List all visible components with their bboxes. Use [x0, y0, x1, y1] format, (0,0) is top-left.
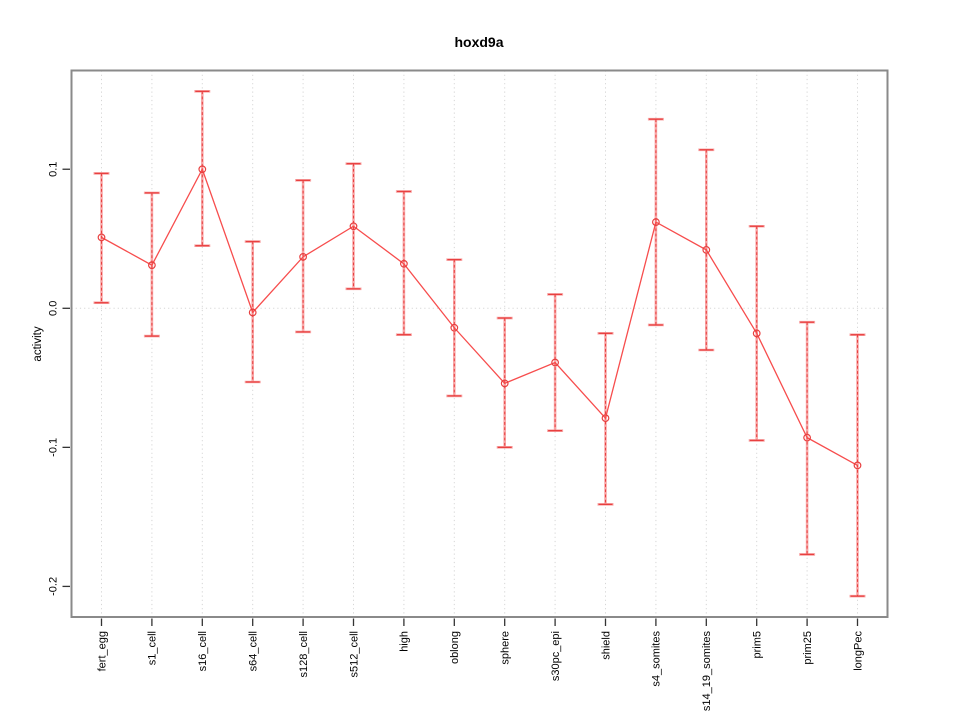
data-point	[299, 252, 308, 261]
data-point	[147, 261, 156, 270]
x-tick-label: s4_somites	[651, 631, 663, 687]
x-tick-label: high	[399, 631, 411, 652]
data-point	[349, 222, 358, 231]
x-tick-label: shield	[600, 631, 612, 660]
x-tick-label: oblong	[449, 631, 461, 664]
x-tick-label: fert_egg	[96, 631, 108, 671]
x-tick-label: s512_cell	[348, 631, 360, 677]
plot-box	[70, 69, 889, 618]
data-point	[97, 233, 106, 242]
x-tick-label: prim5	[752, 631, 764, 659]
x-tick-label: s30pc_epi	[550, 631, 562, 681]
data-point	[601, 414, 610, 423]
data-point	[853, 461, 862, 470]
x-tick-label: s16_cell	[197, 631, 209, 671]
x-tick-label: s128_cell	[298, 631, 310, 677]
data-point	[198, 165, 207, 174]
x-tick-label: s14_19_somites	[701, 631, 713, 712]
y-tick-label: 0.1	[47, 162, 59, 177]
data-point	[652, 218, 660, 226]
data-point	[248, 308, 257, 317]
series-line	[101, 167, 858, 466]
data-point	[400, 259, 408, 268]
x-tick-label: sphere	[500, 631, 512, 665]
x-tick-label: longPec	[852, 631, 864, 671]
data-point	[450, 323, 459, 332]
data-point	[551, 358, 559, 367]
x-tick-label: prim25	[802, 631, 814, 665]
chart-title: hoxd9a	[454, 34, 504, 50]
y-tick-label: 0.0	[47, 301, 59, 316]
x-tick-label: s64_cell	[248, 631, 260, 671]
y-tick-label: -0.2	[47, 577, 59, 596]
data-point	[752, 329, 761, 338]
y-tick-label: -0.1	[47, 438, 59, 457]
data-point	[803, 433, 811, 442]
data-point	[702, 245, 711, 254]
x-tick-label: s1_cell	[147, 631, 159, 665]
data-point	[500, 379, 509, 388]
